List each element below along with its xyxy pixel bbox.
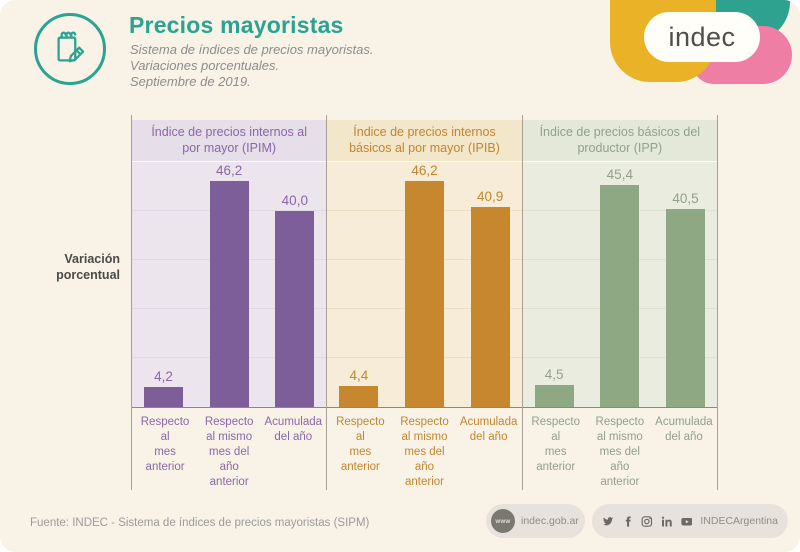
bar-value-label: 45,4	[606, 167, 633, 182]
bar-chart: Índice de precios internos al por mayor …	[131, 115, 718, 490]
panel-ipib-title: Índice de precios internos básicos al po…	[327, 120, 522, 163]
indec-logo: indec	[600, 0, 792, 90]
social-pill[interactable]: INDECArgentina	[592, 504, 788, 538]
twitter-icon[interactable]	[602, 514, 614, 529]
bar-value-label: 40,9	[477, 189, 504, 205]
bar-value-label: 40,0	[281, 193, 308, 209]
category-label: Respecto al mismo mes del año anterior	[400, 416, 449, 489]
bar-ipim-ytd: 40,0	[275, 193, 315, 408]
page-title: Precios mayoristas	[129, 12, 344, 38]
panel-ipib-plot-area: 4,4 46,2 40,9	[327, 162, 522, 409]
panel-ipp-title: Índice de precios básicos del productor …	[522, 120, 717, 163]
panel-ipim: Índice de precios internos al por mayor …	[131, 115, 327, 490]
bar-ipp-ytd: 40,5	[665, 191, 705, 408]
bar-value-label: 46,2	[216, 163, 243, 179]
logo-text: indec	[668, 21, 736, 52]
bar-ipib-yoy: 46,2	[404, 163, 444, 408]
category-label: Respecto al mismo mes del año anterior	[595, 416, 645, 489]
y-axis-label: Variación porcentual	[56, 252, 120, 282]
panel-ipim-plot-area: 4,2 46,2 40,0	[132, 162, 327, 409]
bar-ipp-month: 4,5	[534, 367, 574, 408]
category-label: Acumulada del año	[459, 416, 518, 444]
panel-ipim-category-labels: Respecto al mes anterior Respecto al mis…	[132, 408, 326, 490]
panel-ipp-category-labels: Respecto al mes anterior Respecto al mis…	[523, 408, 717, 490]
category-label: Respecto al mes anterior	[531, 416, 580, 474]
category-label: Respecto al mes anterior	[336, 416, 385, 474]
www-icon: www	[491, 509, 515, 533]
website-pill[interactable]: www indec.gob.ar	[486, 504, 585, 538]
category-label: Respecto al mismo mes del año anterior	[204, 416, 254, 489]
panel-ipp: Índice de precios básicos del productor …	[521, 115, 718, 490]
bar-value-label: 46,2	[411, 163, 438, 179]
source-note: Fuente: INDEC - Sistema de índices de pr…	[30, 517, 370, 529]
bar-ipp-yoy: 45,4	[600, 167, 640, 408]
bar-ipim-month: 4,2	[144, 369, 183, 408]
linkedin-icon[interactable]	[661, 514, 673, 529]
bar-value-label: 4,4	[349, 367, 369, 383]
panel-ipib: Índice de precios internos básicos al po…	[326, 115, 522, 490]
panel-ipib-category-labels: Respecto al mes anterior Respecto al mis…	[327, 408, 521, 490]
category-label: Respecto al mes anterior	[140, 416, 190, 474]
facebook-icon[interactable]	[622, 514, 634, 529]
website-url: indec.gob.ar	[521, 515, 579, 527]
bar-ipib-ytd: 40,9	[470, 189, 510, 408]
category-label: Acumulada del año	[655, 416, 713, 444]
bar-value-label: 4,5	[544, 367, 564, 383]
social-handle: INDECArgentina	[700, 515, 778, 527]
bar-value-label: 4,2	[154, 368, 173, 384]
notepad-pencil-icon	[34, 13, 106, 85]
panel-ipim-title: Índice de precios internos al por mayor …	[132, 120, 327, 163]
youtube-icon[interactable]	[681, 514, 693, 529]
bar-ipim-yoy: 46,2	[209, 163, 249, 408]
bar-ipib-month: 4,4	[339, 368, 379, 408]
category-label: Acumulada del año	[264, 416, 323, 444]
instagram-icon[interactable]	[641, 514, 653, 529]
bar-value-label: 40,5	[672, 191, 699, 206]
logo-pill: indec	[644, 12, 760, 62]
page-subtitle: Sistema de índices de precios mayoristas…	[130, 42, 374, 89]
panel-ipp-plot-area: 4,5 45,4 40,5	[522, 162, 717, 409]
